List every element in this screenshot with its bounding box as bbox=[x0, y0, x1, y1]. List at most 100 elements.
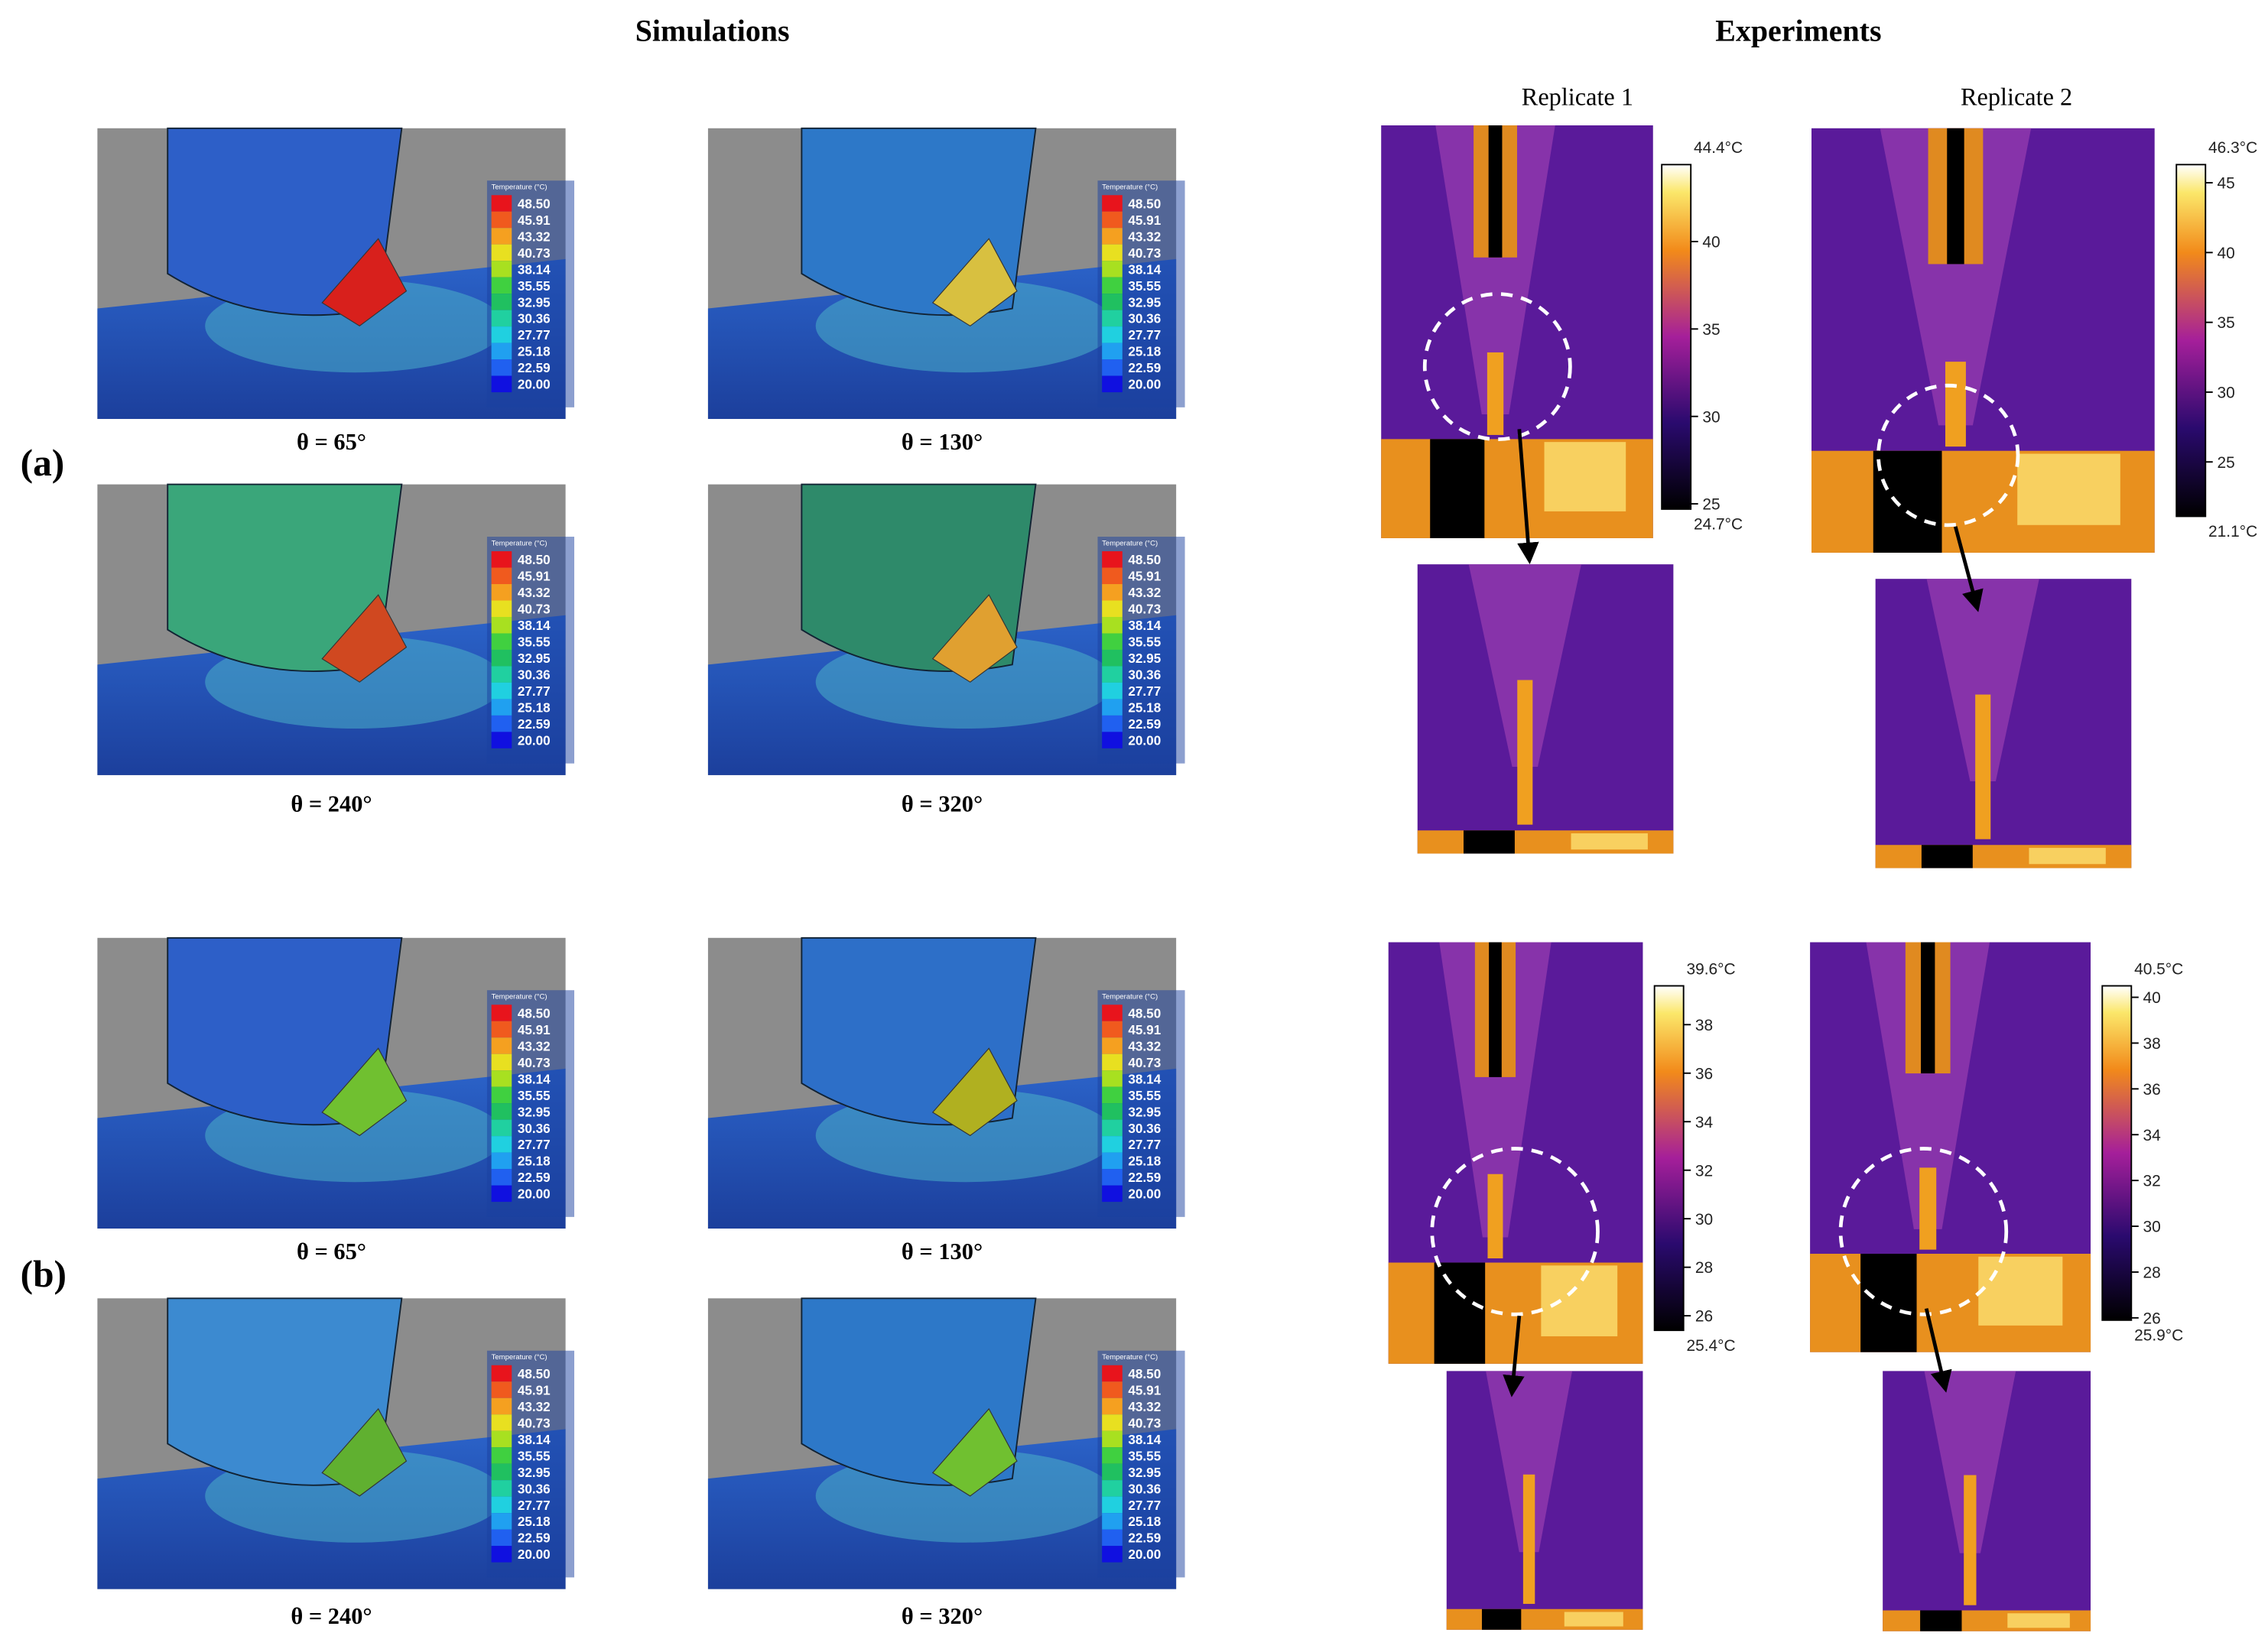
legend-swatch bbox=[1102, 1037, 1123, 1054]
legend-level: 22.59 bbox=[518, 717, 551, 732]
legend-swatch bbox=[491, 732, 512, 748]
legend-swatch bbox=[491, 584, 512, 601]
legend-swatch bbox=[491, 1463, 512, 1481]
dashed-circle bbox=[1838, 1147, 2009, 1316]
legend-level: 45.91 bbox=[1128, 1023, 1161, 1037]
colorbar-max: 40.5°C bbox=[2134, 960, 2183, 978]
legend-level: 38.14 bbox=[518, 262, 551, 277]
legend-level: 48.50 bbox=[1128, 1006, 1161, 1021]
legend-title: Temperature (°C) bbox=[492, 1353, 548, 1362]
legend-level: 43.32 bbox=[1128, 229, 1161, 244]
legend-swatch bbox=[491, 699, 512, 716]
legend-level: 27.77 bbox=[518, 328, 551, 342]
legend-swatch bbox=[1102, 715, 1123, 732]
legend-level: 32.95 bbox=[518, 651, 551, 666]
legend-swatch bbox=[1102, 649, 1123, 667]
legend-swatch bbox=[1102, 666, 1123, 683]
cold-patch bbox=[1873, 450, 1942, 553]
colorbar-tick-label: 38 bbox=[1695, 1017, 1713, 1034]
cold-patch bbox=[1434, 1262, 1486, 1364]
legend-swatch bbox=[1102, 1365, 1123, 1382]
legend-swatch bbox=[491, 195, 512, 212]
legend-level: 20.00 bbox=[1128, 1547, 1161, 1562]
legend-swatch bbox=[491, 1397, 512, 1415]
dashed-circle bbox=[1430, 1147, 1600, 1316]
hot-core bbox=[1571, 833, 1648, 850]
legend-swatch bbox=[1102, 732, 1123, 748]
legend-swatch bbox=[1102, 359, 1123, 376]
colorbar-max: 46.3°C bbox=[2208, 139, 2257, 157]
dashed-circle bbox=[1422, 292, 1572, 442]
angle-label: θ = 130° bbox=[902, 1238, 983, 1264]
legend-level: 35.55 bbox=[1128, 279, 1161, 294]
hot-plume bbox=[1945, 362, 1966, 447]
hot-core bbox=[2029, 848, 2106, 865]
plume bbox=[1880, 128, 2032, 426]
colorbar-min: 25.9°C bbox=[2134, 1326, 2183, 1344]
hot-plume bbox=[1964, 1475, 1977, 1605]
legend-swatch bbox=[1102, 310, 1123, 327]
legend-swatch bbox=[1102, 1430, 1123, 1448]
legend-swatch bbox=[1102, 261, 1123, 278]
colorbar-tick-label: 32 bbox=[2143, 1173, 2160, 1190]
legend-swatch bbox=[1102, 1529, 1123, 1547]
legend-swatch bbox=[491, 375, 512, 393]
legend-swatch bbox=[1102, 342, 1123, 360]
colorbar-min: 24.7°C bbox=[1694, 516, 1743, 534]
legend-swatch bbox=[491, 211, 512, 229]
chip bbox=[321, 238, 408, 327]
legend-swatch bbox=[491, 1365, 512, 1382]
colorbar-max: 44.4°C bbox=[1694, 139, 1743, 157]
legend-level: 38.14 bbox=[1128, 1072, 1161, 1086]
hot-core bbox=[2007, 1613, 2070, 1628]
legend-swatch bbox=[491, 1169, 512, 1186]
legend-swatch bbox=[1102, 1005, 1123, 1021]
legend-swatch bbox=[491, 228, 512, 245]
legend-swatch bbox=[491, 1480, 512, 1497]
legend-swatch bbox=[1102, 1496, 1123, 1514]
legend-swatch bbox=[1102, 1397, 1123, 1415]
legend-swatch bbox=[1102, 1070, 1123, 1087]
plume bbox=[1468, 564, 1581, 768]
cold-patch bbox=[1430, 439, 1485, 538]
angle-label: θ = 65° bbox=[297, 429, 366, 455]
legend-swatch bbox=[491, 1021, 512, 1038]
colorbar-tick-label: 28 bbox=[1695, 1259, 1713, 1277]
legend-swatch bbox=[491, 1119, 512, 1137]
legend-level: 22.59 bbox=[518, 361, 551, 375]
legend-level: 22.59 bbox=[518, 1170, 551, 1185]
legend-swatch bbox=[1102, 277, 1123, 294]
legend-swatch bbox=[1102, 1136, 1123, 1153]
hot-plume bbox=[1487, 1173, 1503, 1259]
legend-swatch bbox=[491, 1414, 512, 1431]
legend-level: 25.18 bbox=[1128, 345, 1161, 359]
legend-level: 48.50 bbox=[518, 1367, 551, 1381]
legend-level: 35.55 bbox=[518, 1449, 551, 1463]
legend-level: 32.95 bbox=[518, 295, 551, 310]
colorbar bbox=[2101, 985, 2133, 1321]
angle-label: θ = 240° bbox=[291, 790, 372, 816]
legend-title: Temperature (°C) bbox=[1102, 993, 1158, 1001]
hot-plume bbox=[1517, 680, 1533, 825]
legend-level: 45.91 bbox=[518, 213, 551, 228]
hot-core bbox=[1541, 1265, 1618, 1336]
legend-level: 48.50 bbox=[1128, 196, 1161, 211]
legend-level: 38.14 bbox=[518, 618, 551, 633]
legend-swatch bbox=[1102, 1381, 1123, 1398]
legend-swatch bbox=[491, 600, 512, 617]
legend-swatch bbox=[1102, 616, 1123, 634]
zoom-arrow bbox=[1953, 526, 1984, 612]
hot-core bbox=[1544, 442, 1626, 511]
legend-swatch bbox=[491, 294, 512, 310]
legend-level: 43.32 bbox=[518, 586, 551, 600]
colorbar bbox=[1661, 164, 1692, 510]
legend-title: Temperature (°C) bbox=[492, 993, 548, 1001]
legend-level: 20.00 bbox=[518, 378, 551, 392]
legend-swatch bbox=[1102, 584, 1123, 601]
legend-swatch bbox=[491, 1447, 512, 1464]
legend-level: 48.50 bbox=[1128, 1367, 1161, 1381]
legend-swatch bbox=[1102, 1086, 1123, 1104]
legend-level: 27.77 bbox=[518, 684, 551, 699]
legend-level: 20.00 bbox=[518, 1187, 551, 1202]
